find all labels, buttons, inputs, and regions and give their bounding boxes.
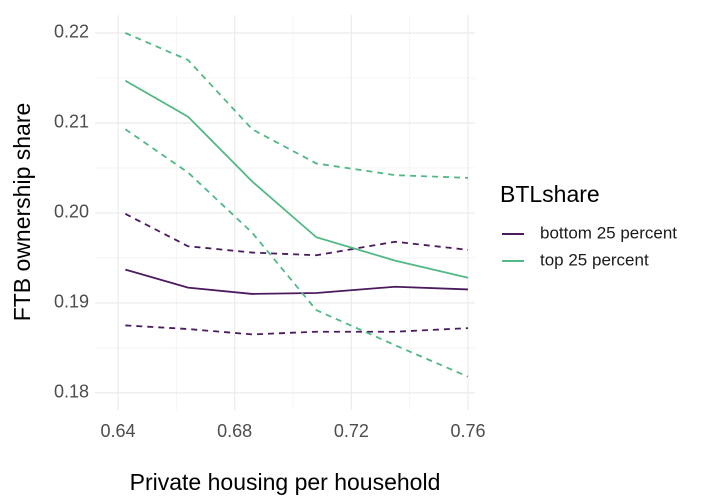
y-tick-label: 0.18 <box>54 382 89 402</box>
confidence-line <box>124 32 469 179</box>
x-tick-label: 0.72 <box>334 421 369 441</box>
confidence-line <box>124 213 469 257</box>
x-axis-title: Private housing per household <box>130 469 441 495</box>
legend-label: top 25 percent <box>540 250 649 269</box>
series-line <box>125 268 469 295</box>
y-axis-title: FTB ownership share <box>9 103 35 322</box>
confidence-line <box>125 324 469 336</box>
y-tick-label: 0.21 <box>54 112 89 132</box>
legend-label: bottom 25 percent <box>540 223 677 242</box>
confidence-line <box>124 128 469 378</box>
x-tick-label: 0.76 <box>450 421 485 441</box>
y-tick-label: 0.19 <box>54 292 89 312</box>
x-tick-label: 0.64 <box>101 421 136 441</box>
y-tick-label: 0.20 <box>54 202 89 222</box>
x-tick-label: 0.68 <box>217 421 252 441</box>
series-line <box>124 79 469 279</box>
y-tick-label: 0.22 <box>54 22 89 42</box>
legend-title: BTLshare <box>500 181 600 207</box>
